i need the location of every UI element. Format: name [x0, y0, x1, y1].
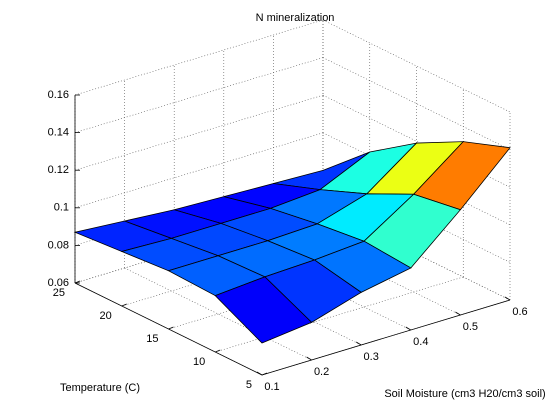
y-tick	[168, 326, 174, 330]
x-tick	[504, 296, 511, 301]
x-tick-label: 0.4	[413, 336, 428, 348]
x-tick	[455, 311, 461, 316]
y-tick-label: 25	[53, 287, 65, 299]
x-tick	[306, 356, 312, 361]
x-tick-label: 0.3	[364, 351, 379, 363]
z-tick-label: 0.1	[54, 202, 69, 214]
x-tick-label: 0.6	[512, 306, 527, 318]
y-axis-label: Temperature (C)	[60, 382, 140, 394]
x-tick	[405, 326, 412, 331]
x-axis	[261, 299, 511, 376]
z-tick-label: 0.12	[48, 164, 69, 176]
y-tick	[74, 280, 81, 284]
z-tick-label: 0.06	[48, 277, 69, 289]
y-tick	[215, 349, 221, 353]
grid-line	[74, 132, 324, 209]
z-tick-label: 0.16	[48, 89, 69, 101]
grid-line	[215, 276, 464, 353]
y-tick	[121, 303, 127, 307]
x-axis-label: Soil Moisture (cm3 H20/cm3 soil)	[384, 388, 545, 400]
y-tick-label: 10	[193, 356, 205, 368]
y-tick-label: 5	[246, 379, 252, 391]
y-tick-label: 20	[100, 310, 112, 322]
x-tick-label: 0.2	[314, 366, 329, 378]
grid-line	[74, 94, 324, 171]
surface-patch	[214, 276, 313, 344]
x-tick	[256, 371, 263, 376]
grid-line	[74, 57, 324, 133]
chart-title: N mineralization	[256, 12, 335, 24]
z-tick-label: 0.14	[48, 127, 69, 139]
x-tick	[355, 341, 362, 346]
x-tick-label: 0.5	[463, 321, 478, 333]
x-tick-label: 0.1	[264, 381, 279, 393]
grid-line	[322, 19, 511, 113]
z-tick-label: 0.08	[48, 239, 69, 251]
grid-line	[74, 19, 324, 96]
y-tick-label: 15	[146, 333, 158, 345]
y-tick	[261, 372, 268, 376]
